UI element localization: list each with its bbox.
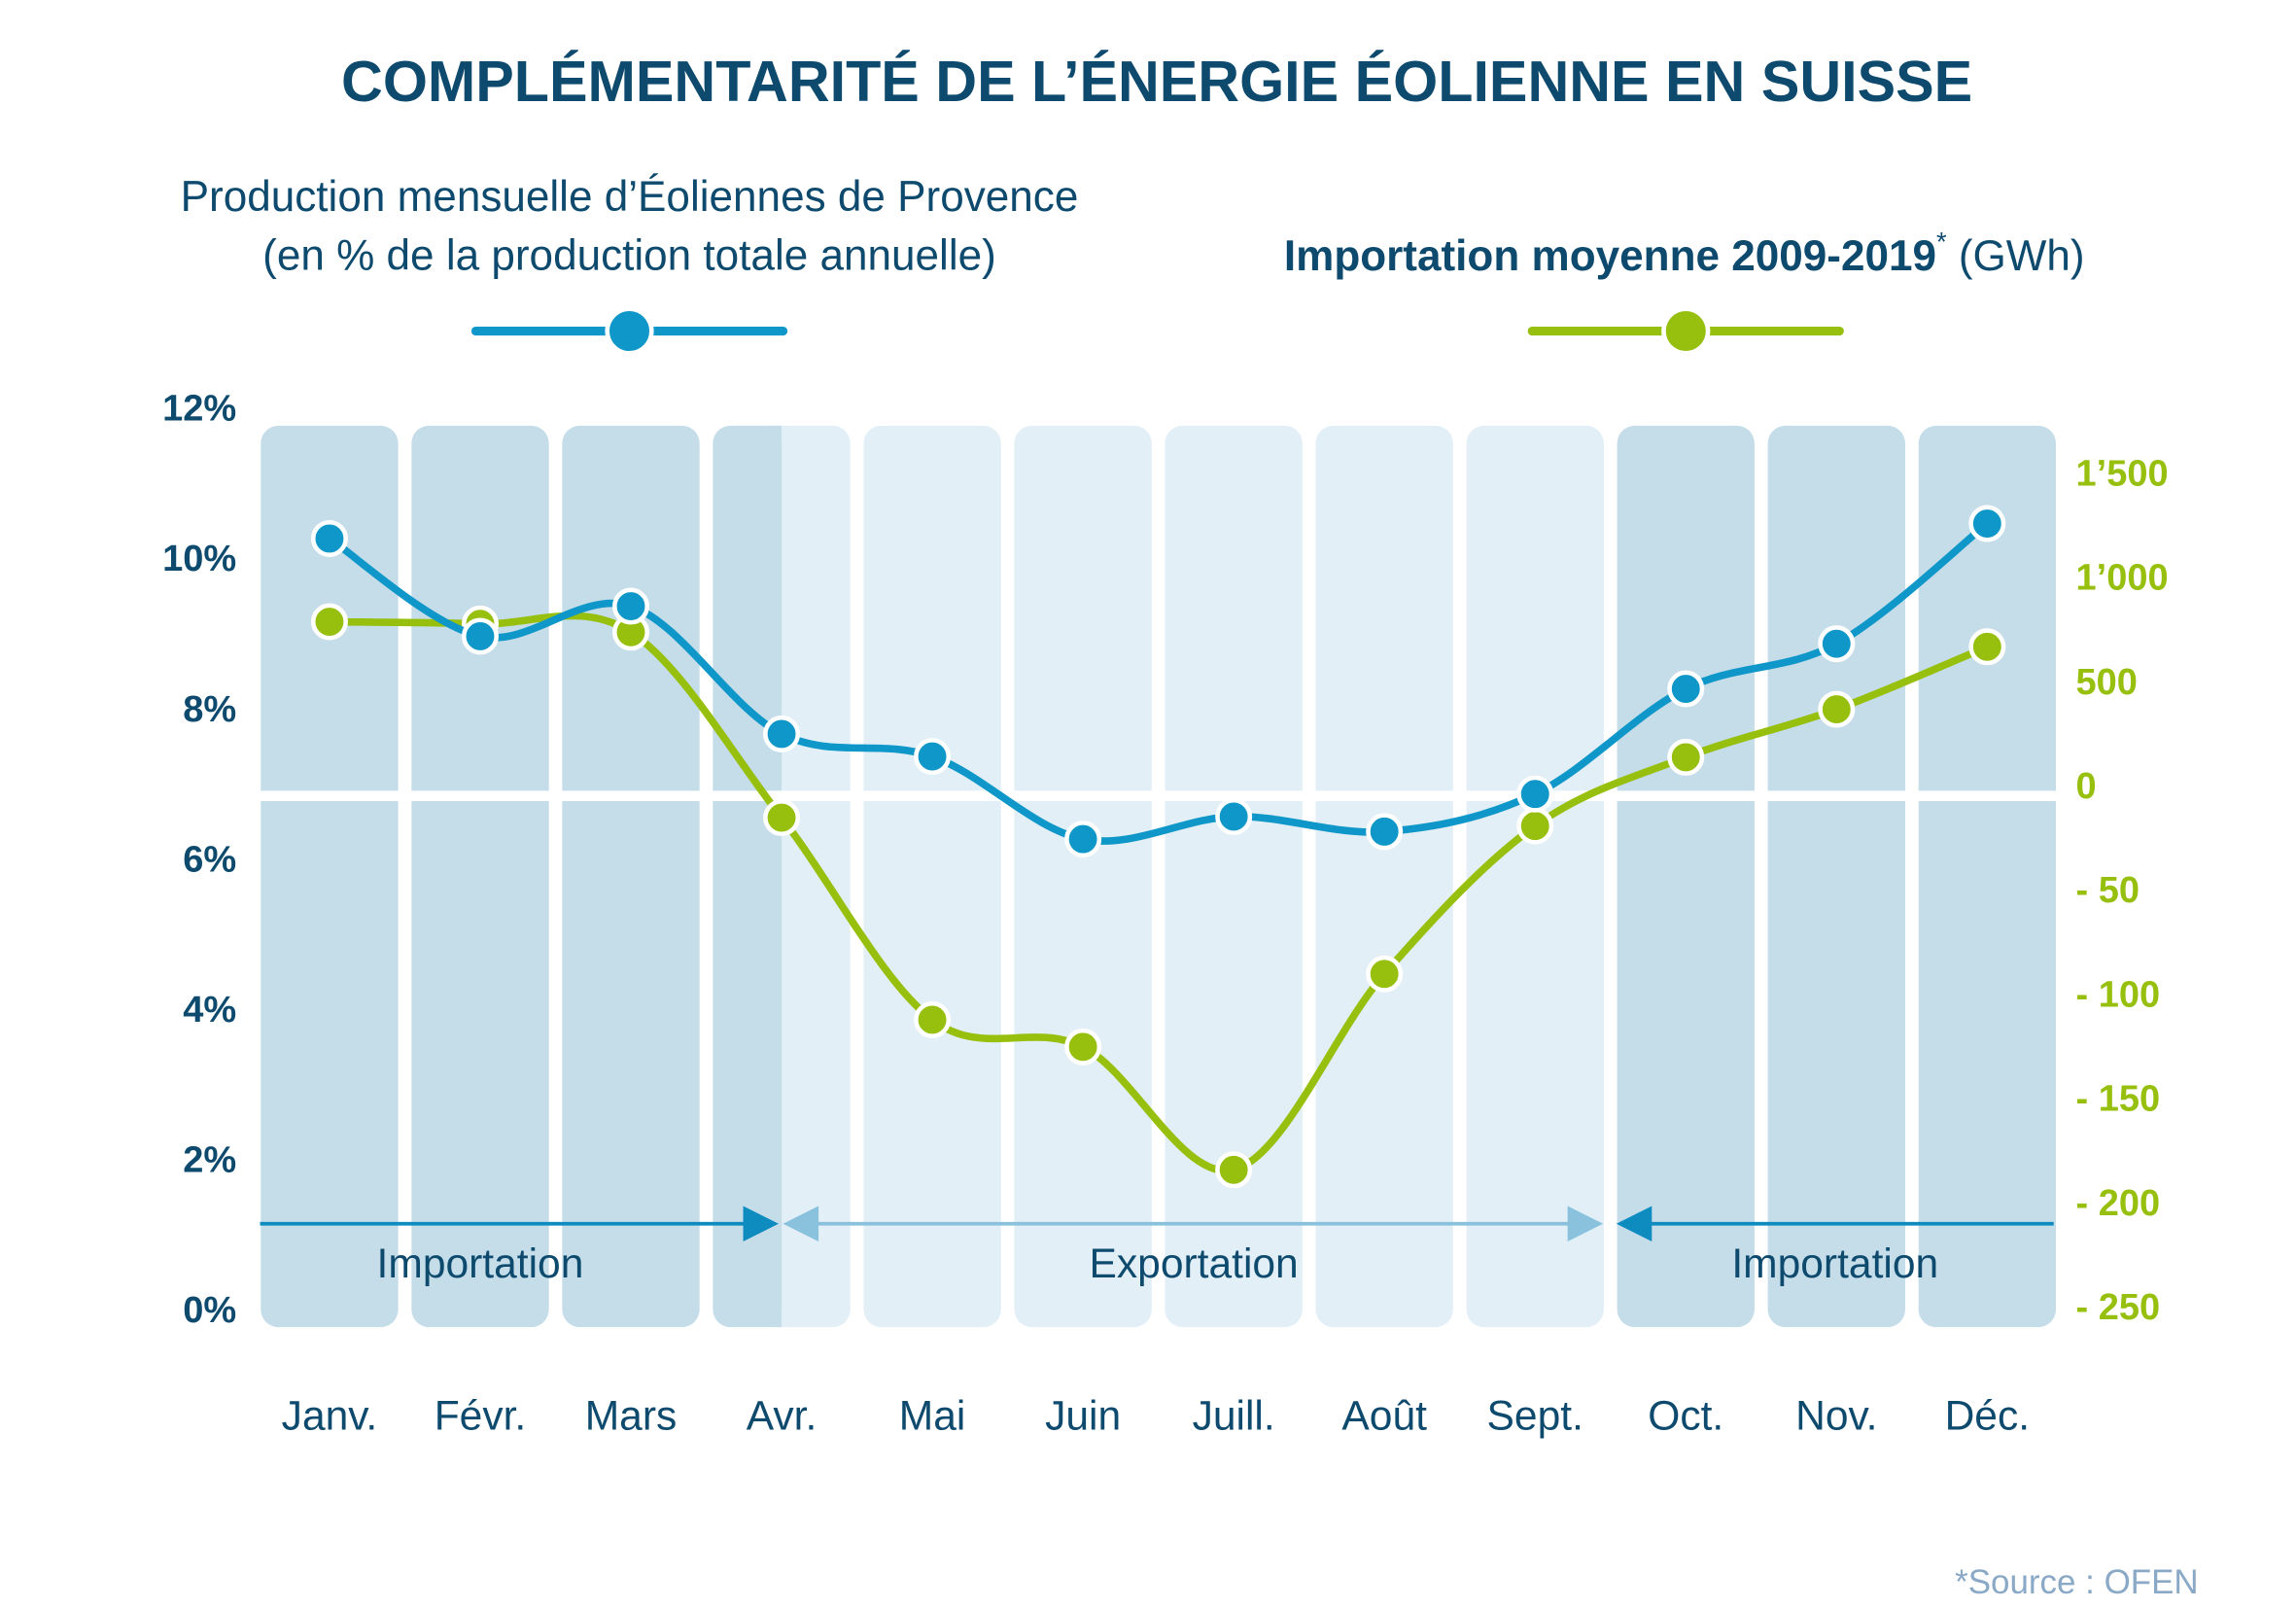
x-tick-label: Févr. (435, 1393, 527, 1440)
x-tick-label: Déc. (1945, 1393, 2030, 1440)
data-point (461, 617, 499, 655)
y2-axis-unit: (GWh) (1959, 232, 2085, 280)
data-point (1215, 1151, 1253, 1189)
y2-tick-label: 1’000 (2076, 558, 2169, 599)
data-point (310, 603, 348, 641)
y2-tick-label: - 50 (2076, 870, 2139, 911)
month-band (863, 425, 1001, 1328)
data-point (1064, 821, 1102, 858)
month-band (1617, 425, 1755, 1328)
data-point (763, 715, 801, 752)
month-band (1918, 425, 2057, 1328)
x-tick-label: Mars (585, 1393, 678, 1440)
month-band (1767, 425, 1905, 1328)
y2-tick-label: - 200 (2076, 1183, 2161, 1224)
month-band-half (713, 425, 783, 1328)
arrow-head (743, 1206, 780, 1241)
y-tick-label: 4% (183, 990, 236, 1031)
x-tick-label: Juin (1045, 1393, 1121, 1440)
data-point (1366, 955, 1404, 993)
y2-tick-label: - 100 (2076, 974, 2161, 1015)
data-point (310, 519, 348, 557)
series-line (327, 520, 1990, 845)
month-band (261, 425, 399, 1328)
legend-marker (605, 306, 654, 356)
month-band (1014, 425, 1152, 1328)
arrow-head (783, 1206, 819, 1241)
x-tick-label: Avr. (747, 1393, 818, 1440)
y2-tick-label: 500 (2076, 662, 2138, 703)
data-point (1968, 505, 2006, 542)
chart-title: COMPLÉMENTARITÉ DE L’ÉNERGIE ÉOLIENNE EN… (341, 49, 1972, 114)
data-point (1215, 797, 1253, 835)
x-tick-label: Oct. (1648, 1393, 1723, 1440)
y-axis-title: Production mensuelle d’Éoliennes de Prov… (181, 173, 1079, 221)
y-tick-label: 0% (183, 1290, 236, 1331)
data-point (914, 738, 952, 776)
source-note: *Source : OFEN (1955, 1563, 2199, 1601)
annotation: Exportation (1090, 1241, 1299, 1287)
data-point (1968, 628, 2006, 666)
x-tick-label: Juill. (1193, 1393, 1275, 1440)
data-point (1516, 807, 1554, 845)
y-tick-label: 10% (162, 539, 236, 579)
x-tick-label: Sept. (1487, 1393, 1583, 1440)
y2-tick-label: 1’500 (2076, 454, 2169, 495)
data-point (1366, 813, 1404, 851)
legend-marker (1661, 306, 1711, 356)
y2-axis-title: Importation moyenne 2009-2019 (1284, 232, 1936, 280)
annotation: Importation (1731, 1241, 1938, 1287)
y-axis-unit: (en % de la production totale annuelle) (262, 232, 996, 280)
y2-tick-label: - 250 (2076, 1287, 2161, 1328)
data-point (763, 799, 801, 837)
month-band (1165, 425, 1303, 1328)
x-tick-label: Janv. (282, 1393, 378, 1440)
data-point (914, 1000, 952, 1038)
x-tick-label: Août (1341, 1393, 1427, 1440)
annotation: Importation (377, 1241, 584, 1287)
month-band-half (766, 425, 783, 1328)
data-point (1818, 690, 1856, 728)
y-tick-label: 8% (183, 689, 236, 730)
data-point (1064, 1028, 1102, 1066)
month-band (411, 425, 549, 1328)
y2-tick-label: 0 (2076, 766, 2097, 807)
data-point (1667, 670, 1705, 708)
data-point (1818, 625, 1856, 663)
x-tick-label: Nov. (1795, 1393, 1877, 1440)
data-point (1516, 775, 1554, 813)
arrow-head (1567, 1206, 1604, 1241)
y-tick-label: 2% (183, 1139, 236, 1180)
y2-axis-mark: * (1936, 227, 1947, 257)
data-point (1667, 738, 1705, 776)
month-band (1466, 425, 1604, 1328)
month-band (1315, 425, 1453, 1328)
y-tick-label: 12% (162, 389, 236, 430)
month-band (562, 425, 700, 1328)
arrow-head (1616, 1206, 1652, 1241)
y2-axis-title-group: Importation moyenne 2009-2019* (GWh) (1284, 227, 2085, 280)
x-tick-label: Mai (899, 1393, 966, 1440)
y-tick-label: 6% (183, 839, 236, 880)
y2-tick-label: - 150 (2076, 1079, 2161, 1120)
data-point (612, 587, 650, 625)
